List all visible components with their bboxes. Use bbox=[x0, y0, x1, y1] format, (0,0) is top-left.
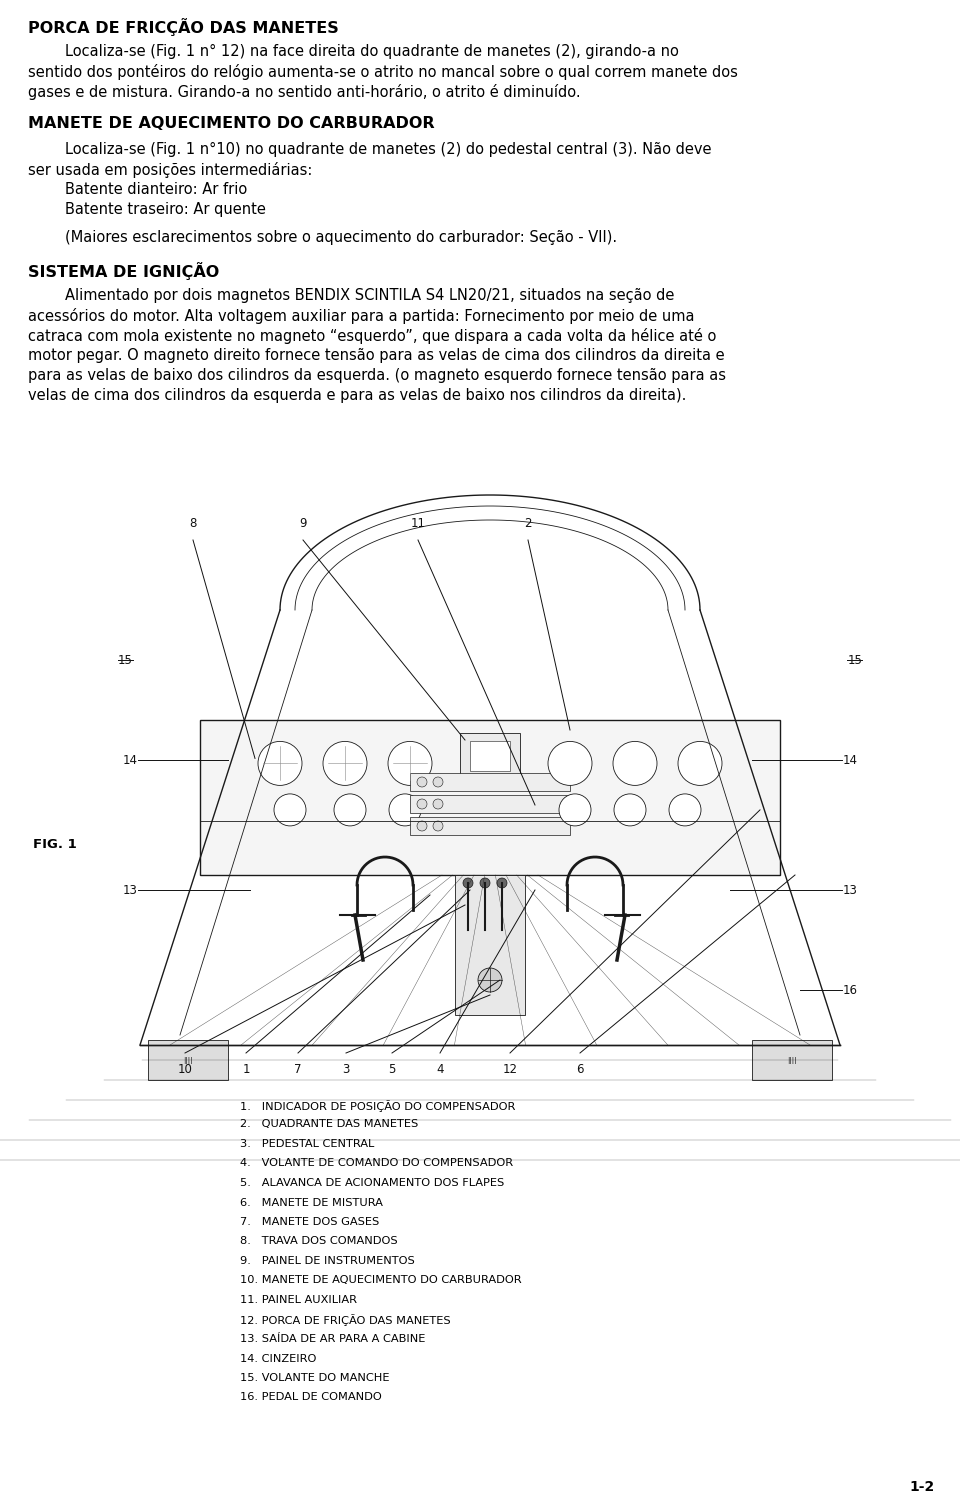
Text: 6: 6 bbox=[576, 1062, 584, 1076]
Text: 12: 12 bbox=[502, 1062, 517, 1076]
Circle shape bbox=[417, 800, 427, 809]
Text: ||||: |||| bbox=[787, 1056, 797, 1064]
Circle shape bbox=[548, 742, 592, 785]
Text: 2: 2 bbox=[524, 518, 532, 530]
FancyBboxPatch shape bbox=[460, 733, 520, 777]
Circle shape bbox=[678, 742, 722, 785]
Text: 15. VOLANTE DO MANCHE: 15. VOLANTE DO MANCHE bbox=[240, 1373, 390, 1383]
Circle shape bbox=[613, 742, 657, 785]
Text: 13: 13 bbox=[843, 883, 857, 897]
Text: 16. PEDAL DE COMANDO: 16. PEDAL DE COMANDO bbox=[240, 1392, 382, 1402]
Circle shape bbox=[559, 794, 591, 827]
Text: FIG. 1: FIG. 1 bbox=[33, 839, 77, 852]
Text: 9.   PAINEL DE INSTRUMENTOS: 9. PAINEL DE INSTRUMENTOS bbox=[240, 1256, 415, 1267]
Text: acessórios do motor. Alta voltagem auxiliar para a partida: Fornecimento por mei: acessórios do motor. Alta voltagem auxil… bbox=[28, 307, 694, 324]
Text: 14: 14 bbox=[123, 753, 137, 767]
Text: 1: 1 bbox=[242, 1062, 250, 1076]
Circle shape bbox=[388, 742, 432, 785]
Text: 14: 14 bbox=[843, 753, 857, 767]
FancyBboxPatch shape bbox=[455, 874, 525, 1015]
Text: 15: 15 bbox=[117, 653, 132, 667]
Text: ser usada em posições intermediárias:: ser usada em posições intermediárias: bbox=[28, 163, 312, 178]
Text: 8.   TRAVA DOS COMANDOS: 8. TRAVA DOS COMANDOS bbox=[240, 1237, 397, 1246]
Circle shape bbox=[480, 877, 490, 888]
Text: Alimentado por dois magnetos BENDIX SCINTILA S4 LN20/21, situados na seção de: Alimentado por dois magnetos BENDIX SCIN… bbox=[28, 288, 674, 303]
Text: 13. SAÍDA DE AR PARA A CABINE: 13. SAÍDA DE AR PARA A CABINE bbox=[240, 1334, 425, 1344]
Text: gases e de mistura. Girando-a no sentido anti-horário, o atrito é diminuído.: gases e de mistura. Girando-a no sentido… bbox=[28, 84, 581, 100]
Text: 5: 5 bbox=[388, 1062, 396, 1076]
FancyBboxPatch shape bbox=[148, 1040, 228, 1080]
Text: 4.   VOLANTE DE COMANDO DO COMPENSADOR: 4. VOLANTE DE COMANDO DO COMPENSADOR bbox=[240, 1158, 514, 1168]
Circle shape bbox=[614, 794, 646, 827]
Circle shape bbox=[417, 821, 427, 831]
Text: 10. MANETE DE AQUECIMENTO DO CARBURADOR: 10. MANETE DE AQUECIMENTO DO CARBURADOR bbox=[240, 1276, 521, 1286]
Text: Localiza-se (Fig. 1 n°10) no quadrante de manetes (2) do pedestal central (3). N: Localiza-se (Fig. 1 n°10) no quadrante d… bbox=[28, 142, 711, 157]
Text: 5.   ALAVANCA DE ACIONAMENTO DOS FLAPES: 5. ALAVANCA DE ACIONAMENTO DOS FLAPES bbox=[240, 1179, 504, 1188]
Text: Batente traseiro: Ar quente: Batente traseiro: Ar quente bbox=[28, 201, 266, 216]
Text: 3: 3 bbox=[343, 1062, 349, 1076]
Text: Batente dianteiro: Ar frio: Batente dianteiro: Ar frio bbox=[28, 182, 248, 197]
Text: (Maiores esclarecimentos sobre o aquecimento do carburador: Seção - VII).: (Maiores esclarecimentos sobre o aquecim… bbox=[28, 230, 617, 245]
Text: 14. CINZEIRO: 14. CINZEIRO bbox=[240, 1353, 317, 1364]
Text: 2.   QUADRANTE DAS MANETES: 2. QUADRANTE DAS MANETES bbox=[240, 1119, 419, 1129]
Text: catraca com mola existente no magneto “esquerdo”, que dispara a cada volta da hé: catraca com mola existente no magneto “e… bbox=[28, 328, 716, 345]
FancyBboxPatch shape bbox=[410, 818, 570, 836]
Text: 11: 11 bbox=[411, 518, 425, 530]
Text: 16: 16 bbox=[843, 983, 857, 997]
Circle shape bbox=[433, 800, 443, 809]
FancyBboxPatch shape bbox=[752, 1040, 832, 1080]
Text: para as velas de baixo dos cilindros da esquerda. (o magneto esquerdo fornece te: para as velas de baixo dos cilindros da … bbox=[28, 369, 726, 383]
Text: ||||: |||| bbox=[183, 1056, 193, 1064]
Text: 11. PAINEL AUXILIAR: 11. PAINEL AUXILIAR bbox=[240, 1295, 357, 1306]
Text: 8: 8 bbox=[189, 518, 197, 530]
Text: 3.   PEDESTAL CENTRAL: 3. PEDESTAL CENTRAL bbox=[240, 1138, 374, 1149]
Text: MANETE DE AQUECIMENTO DO CARBURADOR: MANETE DE AQUECIMENTO DO CARBURADOR bbox=[28, 116, 435, 131]
Circle shape bbox=[417, 777, 427, 786]
Circle shape bbox=[497, 877, 507, 888]
Text: SISTEMA DE IGNIÇÃO: SISTEMA DE IGNIÇÃO bbox=[28, 263, 219, 280]
Circle shape bbox=[274, 794, 306, 827]
Text: 13: 13 bbox=[123, 883, 137, 897]
Text: 12. PORCA DE FRIÇÃO DAS MANETES: 12. PORCA DE FRIÇÃO DAS MANETES bbox=[240, 1314, 450, 1326]
Text: Localiza-se (Fig. 1 n° 12) na face direita do quadrante de manetes (2), girando-: Localiza-se (Fig. 1 n° 12) na face direi… bbox=[28, 43, 679, 60]
Circle shape bbox=[258, 742, 302, 785]
Text: 15: 15 bbox=[848, 653, 862, 667]
Text: motor pegar. O magneto direito fornece tensão para as velas de cima dos cilindro: motor pegar. O magneto direito fornece t… bbox=[28, 348, 725, 363]
Circle shape bbox=[433, 777, 443, 786]
FancyBboxPatch shape bbox=[410, 795, 570, 813]
Circle shape bbox=[334, 794, 366, 827]
Circle shape bbox=[669, 794, 701, 827]
Text: 6.   MANETE DE MISTURA: 6. MANETE DE MISTURA bbox=[240, 1198, 383, 1207]
Text: 10: 10 bbox=[178, 1062, 192, 1076]
Text: 1-2: 1-2 bbox=[910, 1480, 935, 1492]
Text: 9: 9 bbox=[300, 518, 307, 530]
Circle shape bbox=[323, 742, 367, 785]
Text: 1.   INDICADOR DE POSIÇÃO DO COMPENSADOR: 1. INDICADOR DE POSIÇÃO DO COMPENSADOR bbox=[240, 1100, 516, 1112]
Circle shape bbox=[478, 968, 502, 992]
Text: velas de cima dos cilindros da esquerda e para as velas de baixo nos cilindros d: velas de cima dos cilindros da esquerda … bbox=[28, 388, 686, 403]
Text: 4: 4 bbox=[436, 1062, 444, 1076]
Circle shape bbox=[433, 821, 443, 831]
Text: PORCA DE FRICÇÃO DAS MANETES: PORCA DE FRICÇÃO DAS MANETES bbox=[28, 18, 339, 36]
Circle shape bbox=[463, 877, 473, 888]
FancyBboxPatch shape bbox=[470, 742, 510, 771]
Text: 7: 7 bbox=[295, 1062, 301, 1076]
FancyBboxPatch shape bbox=[200, 721, 780, 874]
Text: 7.   MANETE DOS GASES: 7. MANETE DOS GASES bbox=[240, 1217, 379, 1226]
Text: sentido dos pontéiros do relógio aumenta-se o atrito no mancal sobre o qual corr: sentido dos pontéiros do relógio aumenta… bbox=[28, 64, 738, 81]
FancyBboxPatch shape bbox=[410, 773, 570, 791]
Circle shape bbox=[389, 794, 421, 827]
